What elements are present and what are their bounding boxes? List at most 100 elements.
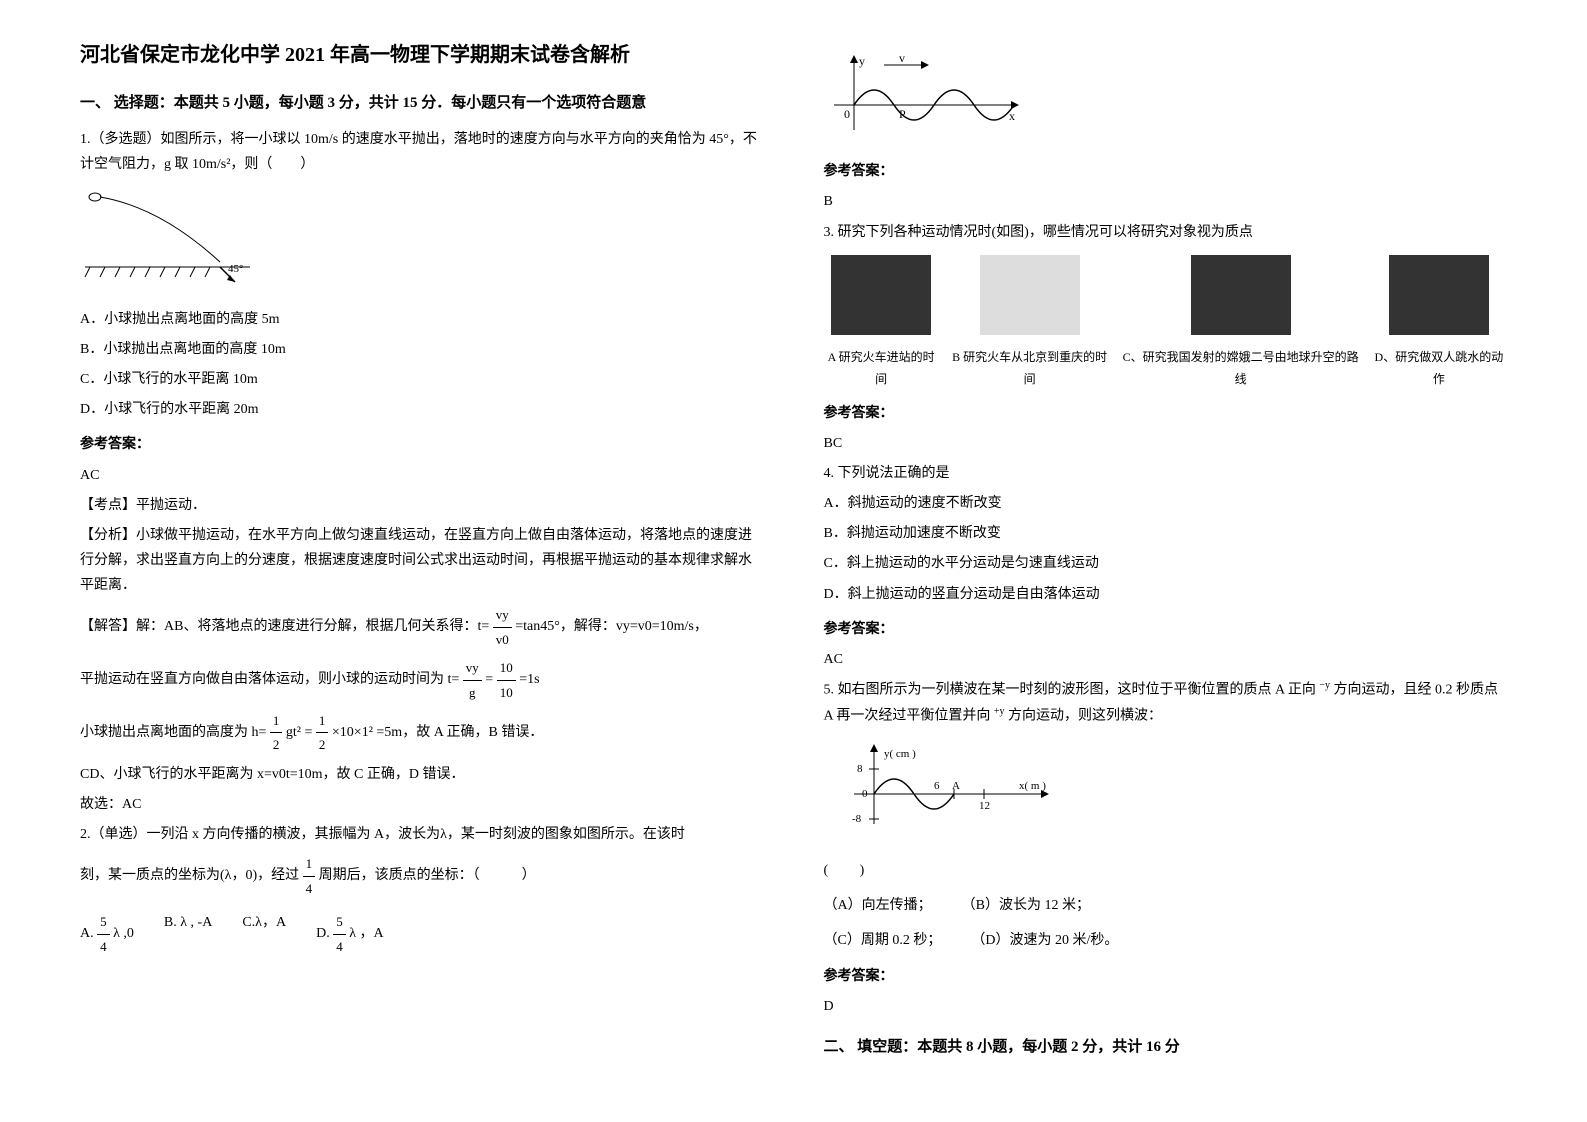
frac-num: vy [463, 656, 482, 680]
fraction-5-4-a: 5 4 [97, 910, 110, 958]
q2-optA: A. 5 4 λ ,0 [80, 910, 134, 958]
diving-image [1389, 255, 1489, 335]
svg-text:A: A [952, 780, 960, 792]
fraction-5-4-d: 5 4 [333, 910, 346, 958]
left-column: 河北省保定市龙化中学 2021 年高一物理下学期期末试卷含解析 一、 选择题：本… [80, 40, 764, 1071]
optA-suffix: ,0 [123, 926, 134, 941]
fraction-vy-v0: vy v0 [493, 603, 512, 651]
q5-optD: （D）波速为 20 米/秒。 [971, 928, 1118, 953]
q2-optD: D. 5 4 λ ，A [316, 910, 384, 958]
q3-img-b: B 研究火车从北京到重庆的时间 [949, 255, 1111, 391]
q5-answer: D [824, 994, 1508, 1019]
frac-num: 5 [333, 910, 346, 934]
q1-jieda3-text: 小球抛出点离地面的高度为 h= [80, 725, 266, 740]
q1-answer: AC [80, 463, 764, 488]
q1-jieda1: 【解答】解：AB、将落地点的速度进行分解，根据几何关系得：t= vy v0 =t… [80, 603, 764, 651]
fraction-10-10: 10 10 [497, 656, 516, 704]
q1-jieda1-text: 【解答】解：AB、将落地点的速度进行分解，根据几何关系得：t= [80, 620, 489, 635]
lambda: λ [113, 926, 120, 941]
q5-optC: （C）周期 0.2 秒； [824, 928, 942, 953]
q5-optA: （A）向左传播； [824, 893, 932, 918]
q3-img-d: D、研究做双人跳水的动作 [1371, 255, 1507, 391]
tenby1sq: ×10×1² [332, 725, 373, 740]
svg-text:0: 0 [862, 788, 868, 800]
q1-jieda3-eq: =5m，故 A 正确，B 错误． [376, 725, 543, 740]
q3-images: A 研究火车进站的时间 B 研究火车从北京到重庆的时间 C、研究我国发射的嫦娥二… [824, 255, 1508, 391]
frac-num: 1 [270, 709, 283, 733]
q1-optA: A．小球抛出点离地面的高度 5m [80, 307, 764, 332]
fraction-half2: 1 2 [316, 709, 329, 757]
q5-options-row1: （A）向左传播； （B）波长为 12 米； [824, 893, 1508, 918]
q2-text3-span: 周期后，该质点的坐标：（ ） [319, 868, 536, 883]
q1-jieda1-eq: =tan45°，解得：vy=v0=10m/s， [515, 620, 708, 635]
q1-jieda3: 小球抛出点离地面的高度为 h= 1 2 gt² = 1 2 ×10×1² =5m… [80, 709, 764, 757]
q4-text: 4. 下列说法正确的是 [824, 461, 1508, 486]
frac-den: 4 [333, 935, 346, 958]
img-d-caption: D、研究做双人跳水的动作 [1371, 347, 1507, 390]
q2-optC: C.λ，A [242, 910, 286, 958]
section1-heading: 一、 选择题：本题共 5 小题，每小题 3 分，共计 15 分．每小题只有一个选… [80, 90, 764, 117]
svg-text:0: 0 [844, 107, 850, 121]
q5-paren: ( ) [824, 858, 1508, 883]
q1-text: 1.（多选题）如图所示，将一小球以 10m/s 的速度水平抛出，落地时的速度方向… [80, 127, 764, 177]
q5-text1: 5. 如右图所示为一列横波在某一时刻的波形图，这时位于平衡位置的质点 A 正向 [824, 683, 1316, 698]
right-column: y v x P 0 参考答案： B 3. 研究下列各种运动情况时(如图)，哪些情… [824, 40, 1508, 1071]
q1-diagram: 45° [80, 187, 764, 296]
q2-answer-label: 参考答案： [824, 159, 1508, 184]
svg-text:x( m ): x( m ) [1019, 780, 1046, 792]
train-station-image [831, 255, 931, 335]
optD-suffix: ，A [360, 926, 384, 941]
frac-den: 4 [303, 877, 316, 900]
q3-text: 3. 研究下列各种运动情况时(如图)，哪些情况可以将研究对象视为质点 [824, 220, 1508, 245]
lambda: λ [349, 926, 356, 941]
q1-jieda2-eq: =1s [519, 672, 539, 687]
q5-answer-label: 参考答案： [824, 964, 1508, 989]
q1-kaodian: 【考点】平抛运动． [80, 493, 764, 518]
q1-optB: B．小球抛出点离地面的高度 10m [80, 337, 764, 362]
frac-den: 2 [270, 733, 283, 756]
q1-optD: D．小球飞行的水平距离 20m [80, 397, 764, 422]
q5-options-row2: （C）周期 0.2 秒； （D）波速为 20 米/秒。 [824, 928, 1508, 953]
gt2: gt² [286, 725, 301, 740]
q2-optB: B. λ , -A [164, 910, 212, 958]
frac-den: 10 [497, 681, 516, 704]
img-c-caption: C、研究我国发射的嫦娥二号由地球升空的路线 [1121, 347, 1361, 390]
svg-text:45°: 45° [228, 263, 243, 275]
frac-num: 1 [303, 852, 316, 876]
q3-answer: BC [824, 431, 1508, 456]
q4-optD: D．斜上抛运动的竖直分运动是自由落体运动 [824, 582, 1508, 607]
svg-text:-8: -8 [852, 813, 862, 825]
svg-text:v: v [899, 51, 905, 65]
frac-num: vy [493, 603, 512, 627]
q4-answer: AC [824, 647, 1508, 672]
q4-optC: C．斜上抛运动的水平分运动是匀速直线运动 [824, 551, 1508, 576]
fraction-half: 1 2 [270, 709, 283, 757]
q1-optC: C．小球飞行的水平距离 10m [80, 367, 764, 392]
q2-answer: B [824, 189, 1508, 214]
frac-den: v0 [493, 628, 512, 651]
svg-text:y: y [859, 54, 865, 68]
svg-text:6: 6 [934, 780, 940, 792]
frac-den: 4 [97, 935, 110, 958]
svg-text:x: x [1009, 109, 1015, 123]
svg-text:P: P [899, 107, 906, 121]
img-a-caption: A 研究火车进站的时间 [824, 347, 939, 390]
svg-text:12: 12 [979, 800, 990, 812]
optD-prefix: D. [316, 926, 330, 941]
optA-prefix: A. [80, 926, 94, 941]
q4-optB: B．斜抛运动加速度不断改变 [824, 521, 1508, 546]
frac-num: 10 [497, 656, 516, 680]
fraction-quarter: 1 4 [303, 852, 316, 900]
train-route-image [980, 255, 1080, 335]
q1-jieda2-text: 平抛运动在竖直方向做自由落体运动，则小球的运动时间为 t= [80, 672, 459, 687]
q1-fenxi: 【分析】小球做平抛运动，在水平方向上做匀速直线运动，在竖直方向上做自由落体运动，… [80, 523, 764, 599]
section2-heading: 二、 填空题：本题共 8 小题，每小题 2 分，共计 16 分 [824, 1034, 1508, 1061]
rocket-image [1191, 255, 1291, 335]
q4-answer-label: 参考答案： [824, 617, 1508, 642]
q4-optA: A．斜抛运动的速度不断改变 [824, 491, 1508, 516]
frac-den: g [463, 681, 482, 704]
q3-img-c: C、研究我国发射的嫦娥二号由地球升空的路线 [1121, 255, 1361, 391]
q1-jieda5: 故选：AC [80, 792, 764, 817]
exam-title: 河北省保定市龙化中学 2021 年高一物理下学期期末试卷含解析 [80, 40, 764, 70]
q5-text3: 方向运动，则这列横波： [1008, 709, 1162, 724]
